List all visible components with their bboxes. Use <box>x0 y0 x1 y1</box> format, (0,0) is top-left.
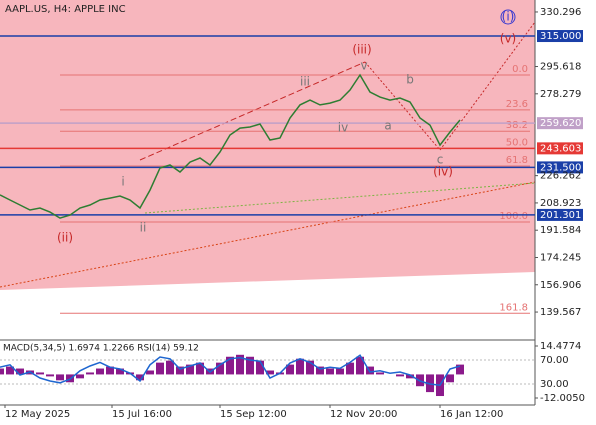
macd-bar <box>76 374 84 379</box>
macd-bar <box>406 374 414 379</box>
wave-label: i <box>121 175 124 189</box>
y-tick-label: 226.262 <box>540 171 581 182</box>
macd-bar <box>46 374 54 377</box>
fib-label: 61.8 <box>506 155 528 166</box>
fib-label: 0.0 <box>512 64 528 75</box>
price-label: 243.603 <box>540 143 581 154</box>
macd-bar <box>136 374 144 381</box>
price-label-box <box>537 142 583 155</box>
wave-label: (iii) <box>352 43 371 57</box>
wave-label: iv <box>338 121 348 135</box>
macd-bar <box>266 370 274 375</box>
macd-bar <box>216 362 224 375</box>
macd-bar <box>446 374 454 383</box>
shaded-zone <box>0 0 535 290</box>
channel-line <box>139 61 366 161</box>
wave-label: c <box>437 153 444 167</box>
wave-label: iii <box>300 75 310 89</box>
macd-bar <box>186 364 194 375</box>
macd-bar <box>196 362 204 375</box>
wave-label: (v) <box>500 32 516 46</box>
price-label-box <box>537 30 583 43</box>
macd-bar <box>0 368 4 375</box>
fib-label: 100.0 <box>499 211 528 222</box>
macd-bar <box>116 368 124 375</box>
macd-bar <box>306 360 314 375</box>
macd-bar <box>176 366 184 375</box>
wave-label: (i) <box>502 10 515 24</box>
macd-bar <box>396 374 404 377</box>
wave-label: v <box>360 59 367 73</box>
macd-bar <box>346 362 354 375</box>
chart-title: AAPL.US, H4: APPLE INC <box>5 4 126 15</box>
macd-bar <box>36 372 44 375</box>
y2-tick-label: 30.00 <box>540 379 569 390</box>
rsi-line <box>0 354 461 387</box>
macd-bar <box>16 368 24 375</box>
wave-label: b <box>406 73 414 87</box>
macd-bar <box>296 358 304 375</box>
macd-bar <box>456 364 464 375</box>
macd-bar <box>286 364 294 375</box>
wave-circle <box>500 9 516 25</box>
macd-bar <box>356 356 364 375</box>
x-tick-label: 15 Jul 16:00 <box>112 409 172 420</box>
macd-bar <box>166 360 174 375</box>
macd-bar <box>376 372 384 375</box>
x-tick-label: 12 May 2025 <box>5 409 70 420</box>
macd-bar <box>6 366 14 375</box>
price-label: 315.000 <box>540 31 581 42</box>
macd-bar <box>106 366 114 375</box>
y-tick-label: 14.4774 <box>540 341 581 352</box>
macd-bar <box>86 372 94 375</box>
y-tick-label: 156.906 <box>540 280 581 291</box>
y-tick-label: 174.245 <box>540 252 581 263</box>
price-label: 201.301 <box>540 210 581 221</box>
macd-bar <box>326 368 334 375</box>
trend-line <box>144 182 536 214</box>
y-tick-label: 295.618 <box>540 62 581 73</box>
y-tick-label: 139.567 <box>540 307 581 318</box>
y-tick-label: 208.923 <box>540 198 581 209</box>
x-tick-label: 15 Sep 12:00 <box>220 409 287 420</box>
wave-label: a <box>384 119 391 133</box>
macd-bar <box>156 362 164 375</box>
macd-bar <box>366 366 374 375</box>
wave-line <box>364 61 441 151</box>
macd-bar <box>96 368 104 375</box>
macd-bar <box>146 370 154 375</box>
trend-line <box>0 181 536 288</box>
fib-label: 38.2 <box>506 120 528 131</box>
price-label-box <box>537 117 583 130</box>
macd-bar <box>246 356 254 375</box>
macd-bar <box>256 360 264 375</box>
wave-label: ii <box>140 221 147 235</box>
price-label: 231.500 <box>540 162 581 173</box>
indicator-title: MACD(5,34,5) 1.6974 1.2266 RSI(14) 59.12 <box>3 344 199 354</box>
wave-label: (ii) <box>57 231 73 245</box>
projection-line <box>439 21 536 151</box>
price-label-box <box>537 208 583 221</box>
y-tick-label: 330.296 <box>540 7 581 18</box>
x-tick-label: 12 Nov 20:00 <box>330 409 397 420</box>
y-tick-label: 278.279 <box>540 89 581 100</box>
x-tick-label: 16 Jan 12:00 <box>440 409 503 420</box>
y-tick-label: -12.0050 <box>540 393 585 404</box>
price-label-box <box>537 161 583 174</box>
price-label: 259.620 <box>540 118 581 129</box>
wave-label: (iv) <box>433 165 453 179</box>
macd-bar <box>226 356 234 375</box>
y2-tick-label: 70.00 <box>540 355 569 366</box>
macd-bar <box>56 374 64 381</box>
macd-bar <box>236 354 244 375</box>
macd-bar <box>316 366 324 375</box>
macd-bar <box>336 368 344 375</box>
fib-label: 161.8 <box>499 302 528 313</box>
price-line-series <box>0 73 461 219</box>
fib-label: 23.6 <box>506 99 528 110</box>
y-tick-label: 191.584 <box>540 225 581 236</box>
fib-label: 50.0 <box>506 138 528 149</box>
